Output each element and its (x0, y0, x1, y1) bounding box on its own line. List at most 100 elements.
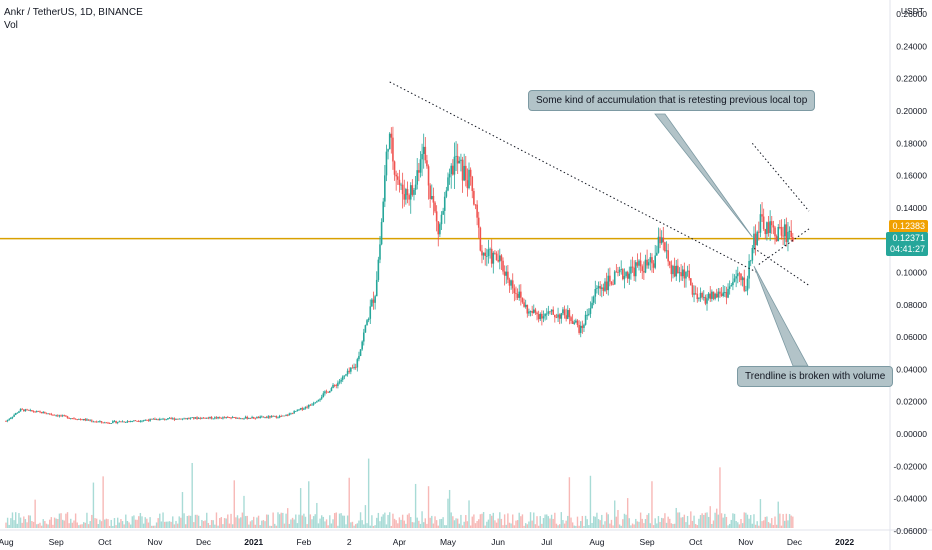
volume-bar (214, 524, 216, 528)
candle-body (241, 418, 244, 420)
volume-bar (476, 520, 478, 528)
candle-body (14, 413, 17, 415)
volume-bar (487, 519, 490, 528)
x-tick-label: Dec (196, 537, 212, 547)
candle-body (29, 410, 32, 411)
volume-bar (141, 516, 143, 528)
volume-bar (76, 522, 78, 528)
volume-bar (29, 515, 31, 528)
candle-body (278, 416, 281, 418)
candle-body (94, 421, 96, 423)
volume-bar (575, 525, 577, 528)
volume-bar (788, 514, 791, 528)
annotation-accumulation[interactable]: Some kind of accumulation that is retest… (528, 90, 816, 111)
candle-body (354, 366, 357, 368)
volume-bar (102, 476, 104, 528)
candle-body (42, 412, 45, 414)
candle-body (388, 133, 391, 150)
candle-body (105, 422, 108, 424)
candle-body (641, 266, 644, 272)
candle-body (406, 189, 409, 196)
candle-body (672, 266, 674, 275)
candle-body (47, 413, 49, 415)
volume-bar (727, 525, 729, 528)
volume-bar (172, 516, 174, 528)
candle-body (81, 419, 83, 421)
volume-bar (497, 518, 499, 528)
volume-bar (691, 520, 694, 528)
volume-bar (178, 516, 180, 528)
candle-body (236, 417, 239, 419)
volume-bar (416, 517, 418, 528)
candle-body (228, 417, 231, 419)
candle-body (605, 281, 608, 291)
volume-bar (618, 524, 621, 528)
candle-body (419, 159, 422, 173)
volume-bar (337, 525, 339, 528)
candle-body (767, 222, 770, 234)
candle-body (743, 277, 746, 291)
volume-bar (602, 524, 605, 528)
candle-body (727, 288, 729, 298)
trendline (753, 247, 810, 286)
candle-body (675, 265, 678, 277)
volume-bar (50, 517, 53, 528)
volume-bar (194, 514, 197, 528)
candle-body (214, 417, 216, 419)
volume-bar (707, 516, 710, 528)
volume-bar (617, 510, 619, 528)
candle-body (319, 398, 321, 400)
volume-bar (437, 525, 439, 528)
volume-bar (308, 481, 310, 528)
volume-bar (427, 486, 430, 528)
candle-body (714, 293, 716, 299)
candle-body (374, 296, 376, 303)
candle-body (272, 416, 274, 417)
volume-bar (523, 525, 525, 528)
candle-body (8, 419, 11, 420)
volume-bar (168, 521, 171, 528)
annotation-trendline-break[interactable]: Trendline is broken with volume (737, 366, 894, 387)
volume-bar (151, 525, 153, 528)
x-tick-label: Dec (787, 537, 803, 547)
candle-body (256, 416, 258, 419)
candle-body (528, 311, 530, 314)
candle-body (396, 176, 399, 180)
volume-bar (342, 515, 344, 528)
candle-body (205, 417, 208, 419)
volume-bar (410, 516, 412, 528)
volume-bar (712, 520, 715, 528)
volume-bar (521, 514, 524, 528)
candle-body (207, 417, 210, 419)
volume-bar (306, 524, 308, 528)
candle-body (440, 214, 443, 225)
volume-bar (547, 516, 550, 528)
volume-bar (426, 523, 428, 528)
volume-bar (372, 525, 375, 528)
volume-bar (199, 525, 201, 528)
candle-body (688, 270, 690, 279)
candle-body (209, 416, 211, 419)
volume-bar (298, 514, 300, 528)
candle-body (565, 315, 567, 319)
volume-bar (176, 523, 179, 528)
candle-body (437, 221, 440, 235)
volume-bar (10, 518, 12, 528)
volume-bar (601, 514, 603, 528)
candle-body (210, 416, 213, 419)
candle-body (217, 416, 219, 419)
volume-bar (471, 516, 473, 528)
volume-bar (264, 521, 266, 528)
volume-bar (414, 483, 417, 528)
candle-body (792, 237, 794, 242)
x-tick-label: 2022 (835, 537, 854, 547)
volume-bar (447, 498, 449, 528)
volume-bar (651, 481, 653, 528)
volume-bar (353, 525, 355, 528)
volume-bar (322, 516, 325, 528)
candle-body (775, 236, 778, 242)
candle-body (468, 169, 470, 189)
volume-bar (61, 519, 64, 528)
candle-body (21, 408, 23, 410)
